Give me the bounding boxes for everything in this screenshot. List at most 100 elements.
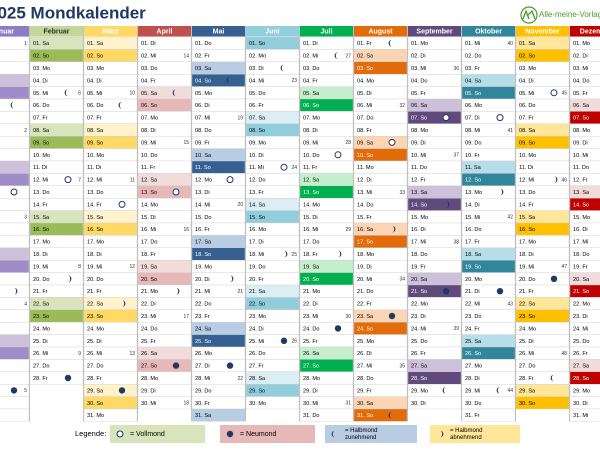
day-label: 05. Mi — [519, 91, 534, 97]
week-number: 40 — [507, 41, 513, 47]
day-label: 11. Do — [573, 165, 589, 171]
month-name: Februar — [43, 28, 69, 35]
moon-half — [118, 101, 122, 109]
day-cell — [0, 148, 30, 162]
day-label: 10. Mo — [33, 153, 50, 159]
week-number: 15 — [183, 140, 189, 146]
day-label: 27. Fr — [249, 364, 264, 370]
day-label: 24. Do — [141, 326, 157, 332]
day-label: 17. Mi — [411, 240, 426, 246]
day-label: 06. Mo — [465, 103, 482, 109]
day-label: 18. Di — [87, 252, 102, 258]
day-label: 10. Mi — [573, 153, 588, 159]
moon-new — [334, 325, 342, 332]
day-label: 01. Di — [141, 41, 156, 47]
legend-text: = Halbmond — [345, 428, 378, 434]
moon-half — [338, 250, 342, 258]
day-label: 24. Fr — [465, 326, 480, 332]
day-label: 22. So — [249, 302, 265, 308]
month-header — [570, 26, 600, 37]
day-label: 01. Sa — [519, 41, 536, 47]
day-label: 24. Mo — [33, 326, 50, 332]
day-label: 10. Fr — [465, 153, 480, 159]
week-number: 4 — [24, 301, 27, 307]
day-label: 02. Mo — [249, 54, 266, 60]
day-label: 12. Fr — [411, 178, 426, 184]
month-header — [462, 26, 515, 37]
day-label: 07. Fr — [87, 116, 102, 122]
day-label: 27. Sa — [411, 364, 428, 370]
month-name: November — [525, 28, 560, 35]
day-label: 16. Di — [573, 227, 588, 233]
day-label: 13. Do — [519, 190, 535, 196]
day-label: 28. Fr — [87, 376, 102, 382]
day-label: 03. Mo — [87, 66, 104, 72]
day-label: 25. Sa — [465, 339, 482, 345]
week-number: 45 — [561, 91, 567, 97]
day-cell — [0, 235, 30, 248]
day-label: 24. Do — [303, 326, 319, 332]
day-label: 16. So — [519, 227, 535, 233]
day-label: 14. Fr — [519, 202, 534, 208]
month-header — [408, 26, 461, 37]
day-label: 19. Fr — [411, 264, 426, 270]
day-label: 05. Do — [249, 91, 265, 97]
moon-half — [172, 89, 176, 97]
day-label: 11. So — [195, 165, 211, 171]
day-label: 12. Sa — [303, 178, 320, 184]
day-label: 15. Fr — [357, 215, 372, 221]
day-label: 26. Mi — [87, 351, 102, 357]
day-cell — [0, 111, 30, 125]
day-label: 13. Mo — [465, 190, 482, 196]
moon-full — [442, 114, 450, 122]
day-label: 25. Fr — [303, 339, 318, 345]
day-label: 22. Sa — [87, 302, 104, 308]
day-label: 11. Di — [519, 165, 533, 171]
week-number: 16 — [183, 227, 189, 233]
day-label: 31. Mi — [573, 413, 588, 419]
day-label: 05. Di — [357, 91, 372, 97]
day-label: 08. Sa — [87, 128, 104, 134]
day-label: 08. Mo — [411, 128, 428, 134]
day-label: 15. Do — [195, 215, 211, 221]
week-number: 48 — [561, 351, 567, 357]
week-number: 34 — [399, 277, 405, 283]
day-cell — [137, 396, 192, 410]
day-label: 12. Di — [357, 178, 372, 184]
day-label: 28. Do — [357, 376, 373, 382]
legend-text: = Halbmond — [450, 428, 483, 434]
month-header — [300, 26, 353, 37]
legend-box — [325, 425, 417, 443]
moon-half — [68, 275, 72, 283]
day-label: 08. Sa — [33, 128, 50, 134]
moon-new — [442, 288, 450, 295]
day-label: 08. Di — [141, 128, 156, 134]
day-label: 21. Fr — [519, 289, 534, 295]
day-label: 15. Sa — [87, 215, 104, 221]
day-label: 27. So — [303, 364, 319, 370]
day-label: 17. Do — [141, 240, 157, 246]
week-number: 35 — [399, 363, 405, 369]
day-label: 02. So — [33, 54, 49, 60]
day-label: 30. Fr — [195, 401, 210, 407]
day-label: 13. Fr — [249, 190, 264, 196]
week-number: 2 — [24, 128, 27, 134]
moon-new — [496, 288, 504, 295]
day-label: 30. Do — [465, 401, 481, 407]
legend-text: zunehmend — [345, 435, 376, 441]
day-label: 13. Do — [33, 190, 49, 196]
moon-half — [122, 300, 126, 307]
moon-new — [226, 430, 234, 438]
day-label: 29. So — [249, 388, 265, 394]
week-number: 3 — [24, 215, 27, 221]
moon-new — [172, 362, 180, 369]
day-label: 22. Fr — [357, 302, 372, 308]
day-cell — [0, 272, 30, 286]
day-label: 09. Mo — [249, 140, 266, 146]
week-number: 25 — [291, 252, 297, 258]
day-label: 06. Mi — [357, 103, 372, 109]
day-label: 18. So — [195, 252, 211, 258]
day-cell — [0, 309, 30, 323]
day-cell — [29, 371, 84, 385]
